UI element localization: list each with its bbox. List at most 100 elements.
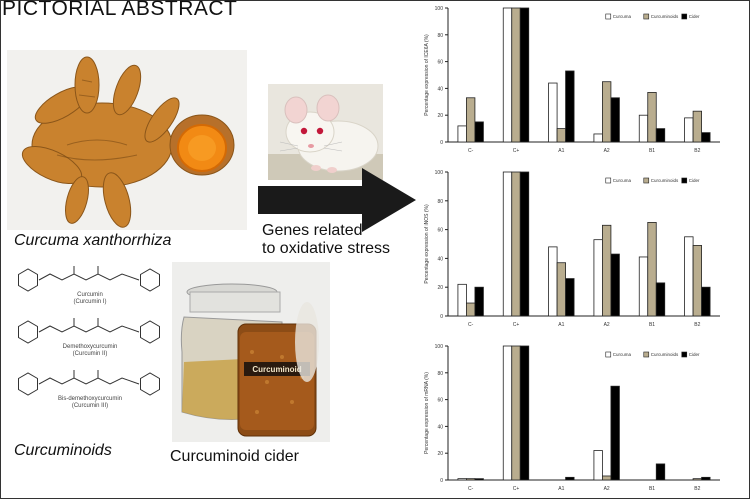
bar [602, 81, 612, 143]
bar [701, 132, 711, 143]
chart-ice6a: 0 20 40 60 80 100 Percentage expression of ICE… [424, 6, 720, 154]
bar [511, 171, 521, 317]
chart-mrna: 0 20 40 60 80 100 Percentage expression of mRN… [424, 344, 720, 492]
bar [511, 7, 521, 143]
arrow-right-icon [258, 168, 416, 232]
carbon-chain [38, 377, 140, 385]
x-tick-label: A2 [604, 148, 610, 154]
bar [519, 7, 530, 143]
bar [701, 476, 711, 481]
bar [655, 128, 666, 143]
legend-label: Curcuma [613, 352, 632, 357]
y-axis-label: Percentage expression of mRNA (%) [424, 372, 430, 454]
bar [692, 245, 702, 317]
legend-swatch [605, 177, 612, 184]
bar [457, 283, 467, 317]
benzene-ring [18, 372, 38, 396]
bar [602, 475, 612, 481]
bar [638, 114, 649, 143]
legend-swatch [681, 351, 688, 358]
y-tick-label: 60 [437, 398, 443, 404]
y-tick-label: 40 [437, 424, 443, 430]
jar-label: Curcuminoid [252, 365, 301, 374]
turmeric-photo [7, 50, 247, 230]
benzene-ring [140, 372, 160, 396]
y-tick-label: 20 [437, 285, 443, 291]
plant-caption: Curcuma xanthorrhiza [14, 232, 172, 249]
bar [602, 224, 612, 317]
bar [684, 117, 694, 143]
benzene-ring [140, 320, 160, 344]
x-tick-label: A1 [558, 148, 564, 154]
bar [565, 278, 575, 317]
bar [556, 262, 566, 317]
legend-swatch [681, 177, 688, 184]
legend-label: Cider [689, 14, 700, 19]
molecule-subname: (Curcumin I) [73, 299, 106, 305]
y-tick-label: 40 [437, 86, 443, 92]
legend-label: Curcuminoids [651, 178, 679, 183]
bar [474, 121, 484, 143]
y-tick-label: 20 [437, 113, 443, 119]
y-tick-label: 80 [437, 33, 443, 39]
x-tick-label: C+ [513, 486, 520, 492]
legend-swatch [643, 177, 650, 184]
y-tick-label: 60 [437, 60, 443, 66]
bar [701, 286, 711, 317]
bar [502, 7, 513, 143]
bar [502, 345, 513, 481]
legend-swatch [605, 351, 612, 358]
benzene-ring [140, 268, 160, 292]
y-tick-label: 0 [440, 478, 443, 484]
legend-label: Curcuma [613, 14, 632, 19]
page-title: PICTORIAL ABSTRACT [2, 0, 238, 20]
x-tick-label: C- [468, 486, 474, 492]
y-tick-label: 0 [440, 314, 443, 320]
y-tick-label: 0 [440, 140, 443, 146]
bar [466, 302, 476, 317]
bar [511, 345, 521, 481]
y-tick-label: 80 [437, 371, 443, 377]
x-tick-label: B1 [649, 148, 655, 154]
carbon-chain [38, 325, 140, 333]
bar [548, 82, 558, 143]
curcuminoid-structures: Curcumin(Curcumin I)Demethoxycurcumin(Cu… [18, 266, 160, 409]
molecule-subname: (Curcumin III) [72, 403, 108, 409]
x-tick-label: B2 [694, 486, 700, 492]
x-tick-label: C+ [513, 322, 520, 328]
bar [457, 125, 467, 143]
bar [466, 478, 476, 481]
cider-photo: Curcuminoid [172, 262, 330, 442]
bar [593, 450, 603, 481]
benzene-ring [18, 268, 38, 292]
molecule-name: Bis-demethoxycurcumin [58, 396, 122, 402]
legend-label: Curcuminoids [651, 14, 679, 19]
chart-inos: 0 20 40 60 80 100 Percentage expression of iNO… [424, 170, 720, 328]
x-tick-label: C- [468, 148, 474, 154]
curcuminoids-caption: Curcuminoids [14, 442, 112, 459]
legend-label: Curcuminoids [651, 352, 679, 357]
y-tick-label: 40 [437, 256, 443, 262]
legend-label: Cider [689, 352, 700, 357]
bar [457, 478, 467, 481]
bar [474, 286, 484, 317]
y-tick-label: 100 [435, 6, 444, 12]
x-tick-label: C+ [513, 148, 520, 154]
bar [519, 171, 530, 317]
x-tick-label: B1 [649, 322, 655, 328]
bar [593, 133, 603, 143]
legend-swatch [605, 13, 612, 20]
bar [565, 70, 575, 143]
bar [638, 256, 649, 317]
legend-label: Curcuma [613, 178, 632, 183]
bar [647, 222, 657, 317]
x-tick-label: B1 [649, 486, 655, 492]
x-tick-label: B2 [694, 148, 700, 154]
bar [466, 97, 476, 143]
bar [684, 236, 694, 317]
y-tick-label: 60 [437, 228, 443, 234]
legend-label: Cider [689, 178, 700, 183]
x-tick-label: A1 [558, 322, 564, 328]
legend-swatch [643, 351, 650, 358]
cider-caption: Curcuminoid cider [170, 448, 299, 465]
